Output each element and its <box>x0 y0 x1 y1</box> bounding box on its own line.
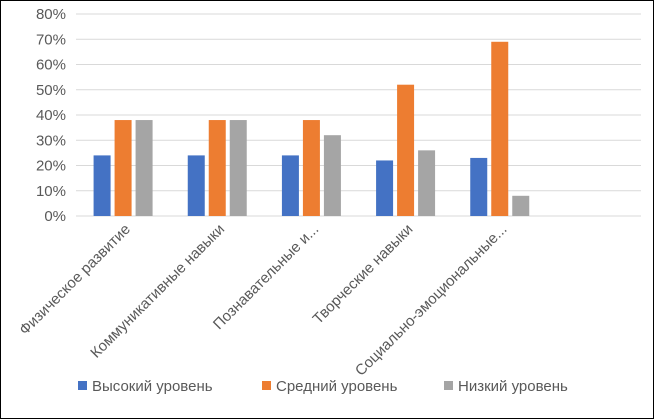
bar <box>229 120 247 216</box>
y-tick-label: 0% <box>44 208 66 225</box>
legend-label: Низкий уровень <box>458 378 568 395</box>
legend: Высокий уровень Средний уровень Низкий уро… <box>78 378 568 395</box>
y-tick-label: 70% <box>36 31 66 48</box>
bar <box>512 195 530 216</box>
legend-swatch <box>78 381 87 390</box>
grid-lines <box>76 13 641 217</box>
bar <box>323 135 341 216</box>
legend-swatch <box>262 381 271 390</box>
y-tick-label: 80% <box>36 6 66 23</box>
y-tick-label: 10% <box>36 183 66 200</box>
bar <box>491 41 509 217</box>
x-tick-label: Творческие навыки <box>310 221 417 328</box>
legend-swatch <box>444 381 453 390</box>
bar <box>418 150 436 216</box>
bar <box>281 155 299 216</box>
bar <box>114 120 132 216</box>
legend-label: Средний уровень <box>276 378 398 395</box>
y-tick-label: 50% <box>36 82 66 99</box>
y-tick-label: 40% <box>36 107 66 124</box>
bar <box>397 84 415 216</box>
y-tick-label: 60% <box>36 57 66 74</box>
y-axis-ticks: 0% 10% 20% 30% 40% 50% 60% 70% 80% <box>36 6 66 225</box>
x-tick-label: Познавательные и... <box>210 221 322 333</box>
bar <box>376 160 394 216</box>
legend-label: Высокий уровень <box>92 378 213 395</box>
bar <box>470 157 488 216</box>
bar <box>208 120 226 216</box>
bar <box>302 120 320 216</box>
x-tick-label: Социально-эмоциональные... <box>352 221 511 380</box>
bar <box>93 155 111 216</box>
bar <box>187 155 205 216</box>
y-tick-label: 30% <box>36 132 66 149</box>
bar <box>135 120 153 216</box>
y-tick-label: 20% <box>36 158 66 175</box>
bars <box>93 41 530 217</box>
